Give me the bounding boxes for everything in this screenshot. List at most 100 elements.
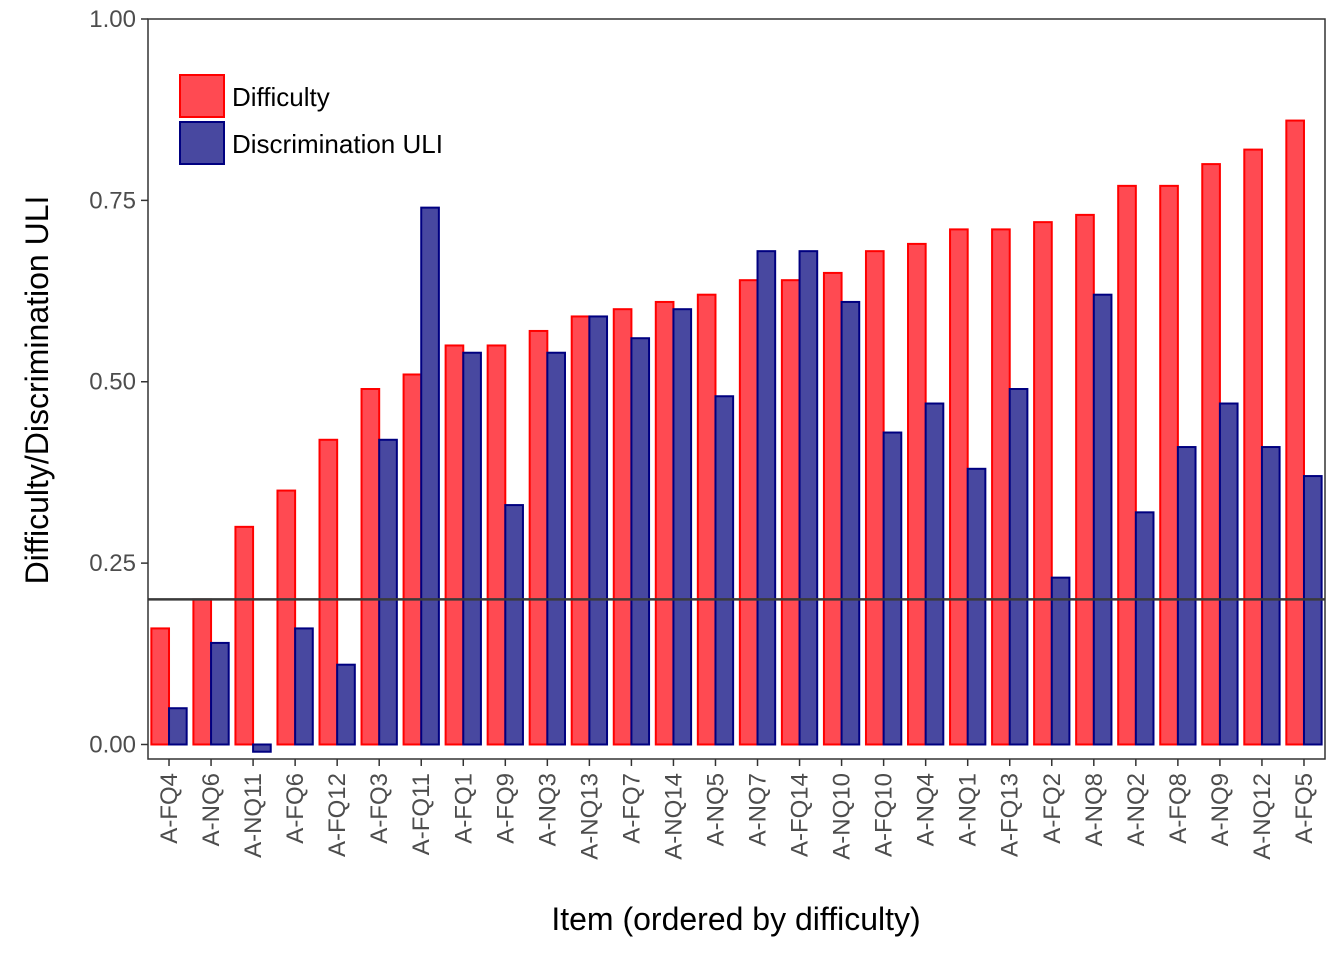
discrimination-bar-a-nq4 — [924, 402, 945, 746]
plot-marks — [150, 119, 1323, 753]
x-tick-label: A-NQ14 — [660, 773, 687, 860]
x-tick-label: A-NQ5 — [702, 773, 729, 846]
discrimination-bar-a-fq9 — [504, 504, 524, 746]
y-tick-label: 0.50 — [89, 369, 136, 396]
difficulty-bar-a-nq9 — [1201, 163, 1221, 746]
discrimination-bar-a-fq5 — [1302, 475, 1323, 746]
legend-key-difficulty — [179, 74, 225, 118]
discrimination-bar-a-nq11 — [252, 743, 272, 753]
difficulty-bar-a-fq3 — [360, 388, 381, 746]
discrimination-bar-a-nq8 — [1092, 293, 1113, 746]
x-axis: A-FQ4 A-NQ6 A-NQ11 A-FQ6 A-FQ12 A-FQ3 A-FQ11 A-… — [156, 759, 1318, 860]
legend-label-discrimination-uli: Discrimination ULI — [232, 129, 443, 159]
legend: Difficulty Discrimination ULI — [179, 74, 443, 165]
x-tick-label: A-NQ3 — [534, 773, 561, 846]
difficulty-bar-a-nq7 — [738, 279, 759, 746]
discrimination-bar-a-fq12 — [336, 663, 356, 746]
difficulty-bar-a-nq13 — [570, 315, 591, 746]
difficulty-bar-a-fq5 — [1285, 119, 1305, 746]
x-tick-label: A-NQ7 — [745, 773, 772, 846]
y-tick-label: 0.25 — [89, 550, 136, 577]
difficulty-bar-a-fq7 — [612, 308, 633, 746]
discrimination-bar-a-nq5 — [714, 395, 735, 746]
discrimination-bar-a-nq9 — [1218, 402, 1239, 746]
difficulty-bar-a-nq3 — [528, 329, 549, 746]
y-tick-label: 0.00 — [89, 731, 136, 758]
difficulty-bar-a-fq1 — [444, 344, 465, 746]
discrimination-bar-a-fq3 — [378, 438, 398, 746]
difficulty-bar-a-fq10 — [864, 250, 885, 746]
x-tick-label: A-NQ11 — [240, 773, 267, 858]
discrimination-bar-a-fq1 — [462, 351, 482, 746]
y-axis: 0.00 0.25 0.50 0.75 1.00 — [89, 6, 148, 758]
plot-panel-border — [147, 18, 1326, 760]
x-tick-label: A-FQ5 — [1291, 773, 1318, 844]
discrimination-bar-a-nq7 — [756, 250, 777, 746]
discrimination-bar-a-nq13 — [588, 315, 609, 746]
difficulty-bar-a-fq12 — [318, 438, 339, 746]
y-axis-title: Difficulty/Discrimination ULI — [19, 196, 55, 585]
x-tick-label: A-NQ13 — [576, 773, 603, 860]
x-tick-label: A-FQ9 — [492, 773, 519, 844]
discrimination-bar-a-fq11 — [420, 206, 440, 746]
discrimination-bar-a-fq7 — [630, 337, 651, 746]
difficulty-bar-a-nq12 — [1243, 148, 1263, 746]
x-tick-label: A-FQ13 — [997, 773, 1024, 857]
x-axis-title: Item (ordered by difficulty) — [551, 901, 920, 937]
x-tick-label: A-NQ6 — [198, 773, 225, 846]
x-tick-label: A-FQ12 — [324, 773, 351, 857]
difficulty-bar-a-fq2 — [1033, 221, 1053, 746]
difficulty-bar-a-nq11 — [234, 525, 255, 746]
difficulty-bar-a-fq13 — [991, 228, 1011, 746]
difficulty-bar-a-fq6 — [276, 489, 297, 746]
x-tick-label: A-NQ1 — [955, 773, 982, 846]
x-tick-label: A-NQ4 — [913, 773, 940, 846]
discrimination-bar-a-nq2 — [1134, 511, 1155, 746]
difficulty-bar-a-nq10 — [822, 271, 843, 746]
x-tick-label: A-NQ12 — [1249, 773, 1276, 860]
discrimination-bar-a-nq14 — [672, 308, 693, 746]
difficulty-bar-a-fq9 — [486, 344, 507, 746]
discrimination-bar-a-fq6 — [294, 627, 314, 746]
x-tick-label: A-FQ8 — [1165, 773, 1192, 844]
discrimination-bar-a-fq8 — [1176, 446, 1197, 746]
y-tick-label: 0.75 — [89, 187, 136, 214]
x-tick-label: A-FQ1 — [450, 773, 477, 844]
x-tick-label: A-FQ14 — [787, 773, 814, 857]
difficulty-bar-a-fq11 — [402, 373, 423, 746]
discrimination-bar-a-fq4 — [168, 707, 188, 746]
x-tick-label: A-NQ9 — [1207, 773, 1234, 846]
x-tick-label: A-FQ7 — [618, 773, 645, 844]
difficulty-bar-a-nq5 — [696, 293, 717, 746]
x-tick-label: A-FQ4 — [156, 773, 183, 844]
x-tick-label: A-FQ2 — [1039, 773, 1066, 844]
discrimination-bar-a-fq13 — [1008, 388, 1029, 746]
discrimination-bar-a-nq10 — [840, 300, 861, 746]
discrimination-bar-a-nq1 — [966, 467, 987, 746]
x-tick-label: A-NQ8 — [1081, 773, 1108, 846]
difficulty-bar-a-nq6 — [192, 598, 213, 746]
difficulty-bar-a-nq1 — [949, 228, 969, 746]
y-tick-label: 1.00 — [89, 6, 136, 33]
x-tick-label: A-FQ3 — [366, 773, 393, 844]
x-tick-label: A-FQ10 — [871, 773, 898, 857]
discrimination-bar-a-nq12 — [1260, 446, 1281, 746]
x-tick-label: A-FQ11 — [408, 773, 435, 855]
difficulty-bar-a-fq4 — [150, 627, 171, 746]
difficulty-bar-a-nq4 — [907, 242, 927, 746]
discrimination-bar-a-fq10 — [882, 431, 903, 746]
legend-label-difficulty: Difficulty — [232, 82, 330, 112]
legend-key-discrimination-uli — [179, 121, 225, 165]
x-tick-label: A-FQ6 — [282, 773, 309, 844]
difficulty-bar-a-fq14 — [780, 279, 801, 746]
difficulty-bar-a-nq8 — [1075, 213, 1095, 746]
discrimination-bar-a-fq2 — [1050, 576, 1071, 746]
difficulty-bar-a-fq8 — [1159, 184, 1179, 746]
x-tick-label: A-NQ2 — [1123, 773, 1150, 846]
difficulty-bar-a-nq2 — [1117, 184, 1137, 746]
difficulty-bar-a-nq14 — [654, 300, 675, 746]
discrimination-bar-a-fq14 — [798, 250, 819, 746]
discrimination-bar-a-nq3 — [546, 351, 566, 746]
x-tick-label: A-NQ10 — [829, 773, 856, 860]
